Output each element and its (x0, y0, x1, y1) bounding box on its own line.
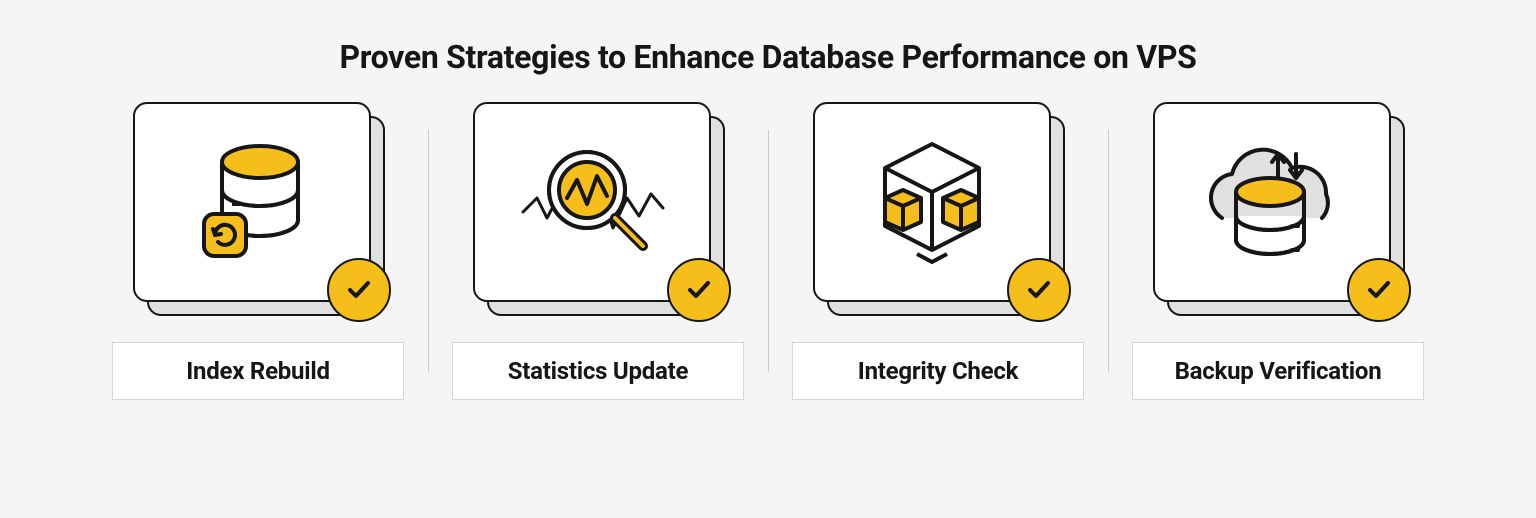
card-front (1153, 102, 1391, 302)
card-cell: Index Rebuild (88, 102, 428, 400)
cards-row: Index Rebuild (0, 102, 1536, 400)
card-label: Integrity Check (792, 342, 1084, 400)
card-cell: Integrity Check (768, 102, 1108, 400)
magnifier-chart-icon (517, 132, 667, 272)
card (473, 102, 723, 314)
check-badge (667, 258, 731, 322)
card-label: Index Rebuild (112, 342, 404, 400)
card (813, 102, 1063, 314)
card-front (133, 102, 371, 302)
database-refresh-icon (182, 132, 322, 272)
card (1153, 102, 1403, 314)
check-badge (1347, 258, 1411, 322)
card (133, 102, 383, 314)
card-label: Backup Verification (1132, 342, 1424, 400)
card-front (813, 102, 1051, 302)
card-label: Statistics Update (452, 342, 744, 400)
check-badge (327, 258, 391, 322)
check-badge (1007, 258, 1071, 322)
cloud-database-icon (1192, 132, 1352, 272)
card-front (473, 102, 711, 302)
page-title: Proven Strategies to Enhance Database Pe… (0, 0, 1536, 102)
cube-boxes-icon (857, 132, 1007, 272)
card-cell: Backup Verification (1108, 102, 1448, 400)
card-cell: Statistics Update (428, 102, 768, 400)
infographic-root: Proven Strategies to Enhance Database Pe… (0, 0, 1536, 518)
